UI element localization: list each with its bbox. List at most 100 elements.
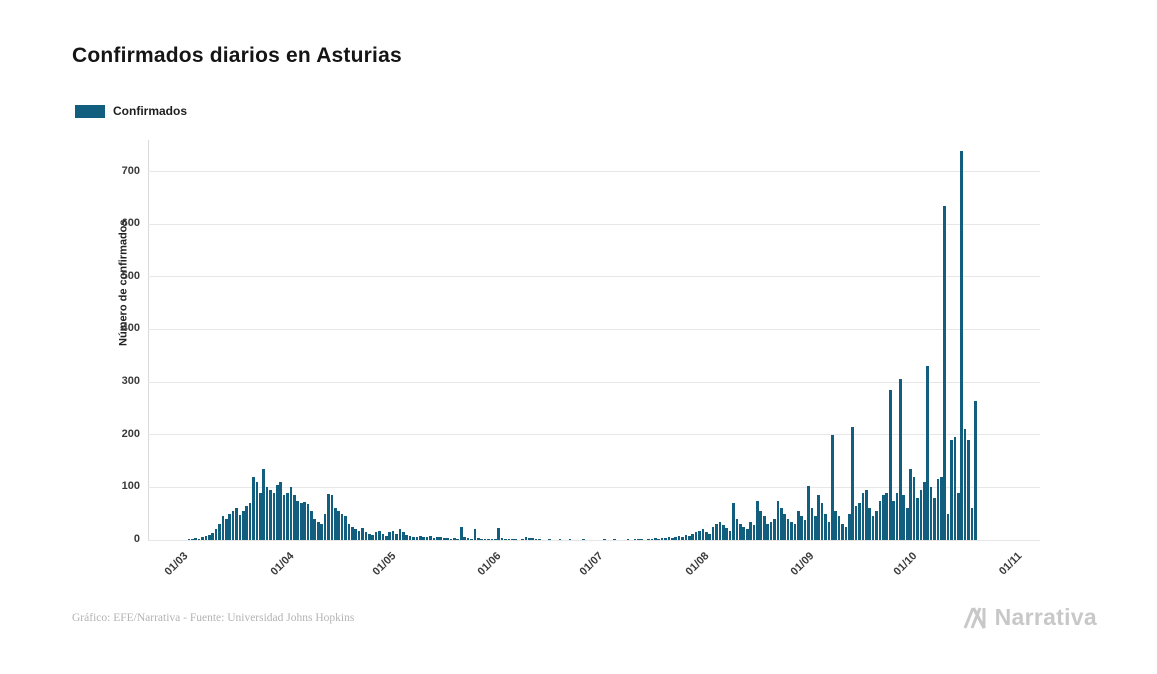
bar: [670, 537, 674, 540]
x-tick-label: 01/10: [891, 550, 920, 578]
bar: [854, 505, 858, 540]
y-tick-label: 300: [121, 375, 140, 388]
y-tick-label: 400: [121, 322, 140, 335]
bar: [228, 513, 232, 540]
y-tick-label: 100: [121, 480, 140, 493]
bar: [960, 150, 963, 540]
bar: [817, 495, 820, 540]
bar: [534, 538, 538, 540]
legend: Confirmados: [75, 104, 187, 118]
bar: [211, 532, 214, 540]
bar: [677, 535, 681, 540]
bar: [865, 490, 868, 540]
bar: [286, 492, 289, 540]
bar: [371, 534, 374, 540]
gridline: [148, 381, 1040, 383]
bar: [674, 536, 678, 540]
bar: [875, 511, 878, 540]
bar: [956, 492, 960, 540]
bar: [868, 508, 872, 540]
bar: [337, 511, 340, 540]
bar: [422, 536, 426, 540]
gridline: [148, 223, 1040, 225]
legend-label: Confirmados: [113, 104, 188, 118]
legend-swatch: [75, 104, 105, 118]
bar: [698, 530, 701, 540]
bar: [449, 538, 453, 540]
bar: [718, 521, 722, 540]
bar: [912, 476, 916, 540]
bar: [395, 533, 398, 540]
bar: [810, 508, 814, 540]
bar: [820, 503, 824, 540]
bar: [582, 539, 586, 540]
bar: [473, 529, 477, 540]
bar: [262, 468, 266, 540]
bar: [231, 511, 235, 540]
bar: [967, 440, 970, 540]
y-axis-line: [148, 140, 149, 540]
bar: [745, 529, 749, 540]
bar: [916, 497, 919, 540]
bar: [946, 513, 950, 540]
bar: [851, 426, 855, 540]
bar: [238, 514, 242, 540]
bar: [391, 530, 395, 540]
bar: [299, 503, 303, 540]
bar: [739, 524, 742, 540]
x-tick-label: 01/11: [997, 550, 1025, 578]
bar: [970, 508, 974, 540]
bar: [316, 521, 320, 540]
bar: [848, 513, 851, 540]
bar: [344, 516, 347, 540]
bar: [722, 525, 725, 540]
bar: [776, 500, 780, 540]
bar: [888, 390, 892, 540]
bar: [429, 535, 432, 540]
bar: [837, 516, 841, 540]
bar: [773, 518, 776, 540]
bar: [667, 537, 671, 540]
bar: [466, 538, 470, 540]
bar: [636, 538, 640, 540]
bar: [214, 529, 218, 540]
x-tick-label: 01/05: [370, 550, 399, 578]
bar: [415, 537, 419, 540]
bar: [548, 539, 552, 540]
bar: [926, 366, 929, 540]
bar: [939, 476, 943, 540]
bar: [922, 482, 926, 540]
bar: [436, 536, 439, 540]
bar: [456, 538, 460, 540]
bar: [476, 538, 480, 540]
bar: [711, 526, 715, 540]
bar: [269, 490, 272, 540]
y-tick-label: 200: [121, 427, 140, 440]
bar: [803, 520, 807, 540]
bar: [197, 538, 201, 540]
bar: [490, 539, 494, 540]
bar: [402, 532, 405, 540]
bar: [524, 537, 528, 540]
bar: [895, 492, 899, 540]
bar: [813, 516, 817, 540]
bar: [749, 521, 752, 540]
bar: [187, 539, 191, 540]
bar: [861, 492, 865, 540]
bar: [347, 524, 351, 540]
bar: [483, 539, 487, 540]
bar: [824, 513, 827, 540]
bar: [367, 533, 371, 540]
bar: [296, 500, 300, 540]
bar: [242, 511, 245, 540]
bar: [783, 513, 786, 540]
narrativa-logo-icon: [963, 606, 986, 629]
bar: [779, 508, 783, 540]
bar: [882, 495, 885, 540]
bar: [289, 487, 293, 540]
bar: [933, 497, 936, 540]
bar: [388, 532, 392, 540]
bar: [497, 528, 500, 540]
bar: [742, 526, 746, 540]
bar: [568, 539, 572, 540]
